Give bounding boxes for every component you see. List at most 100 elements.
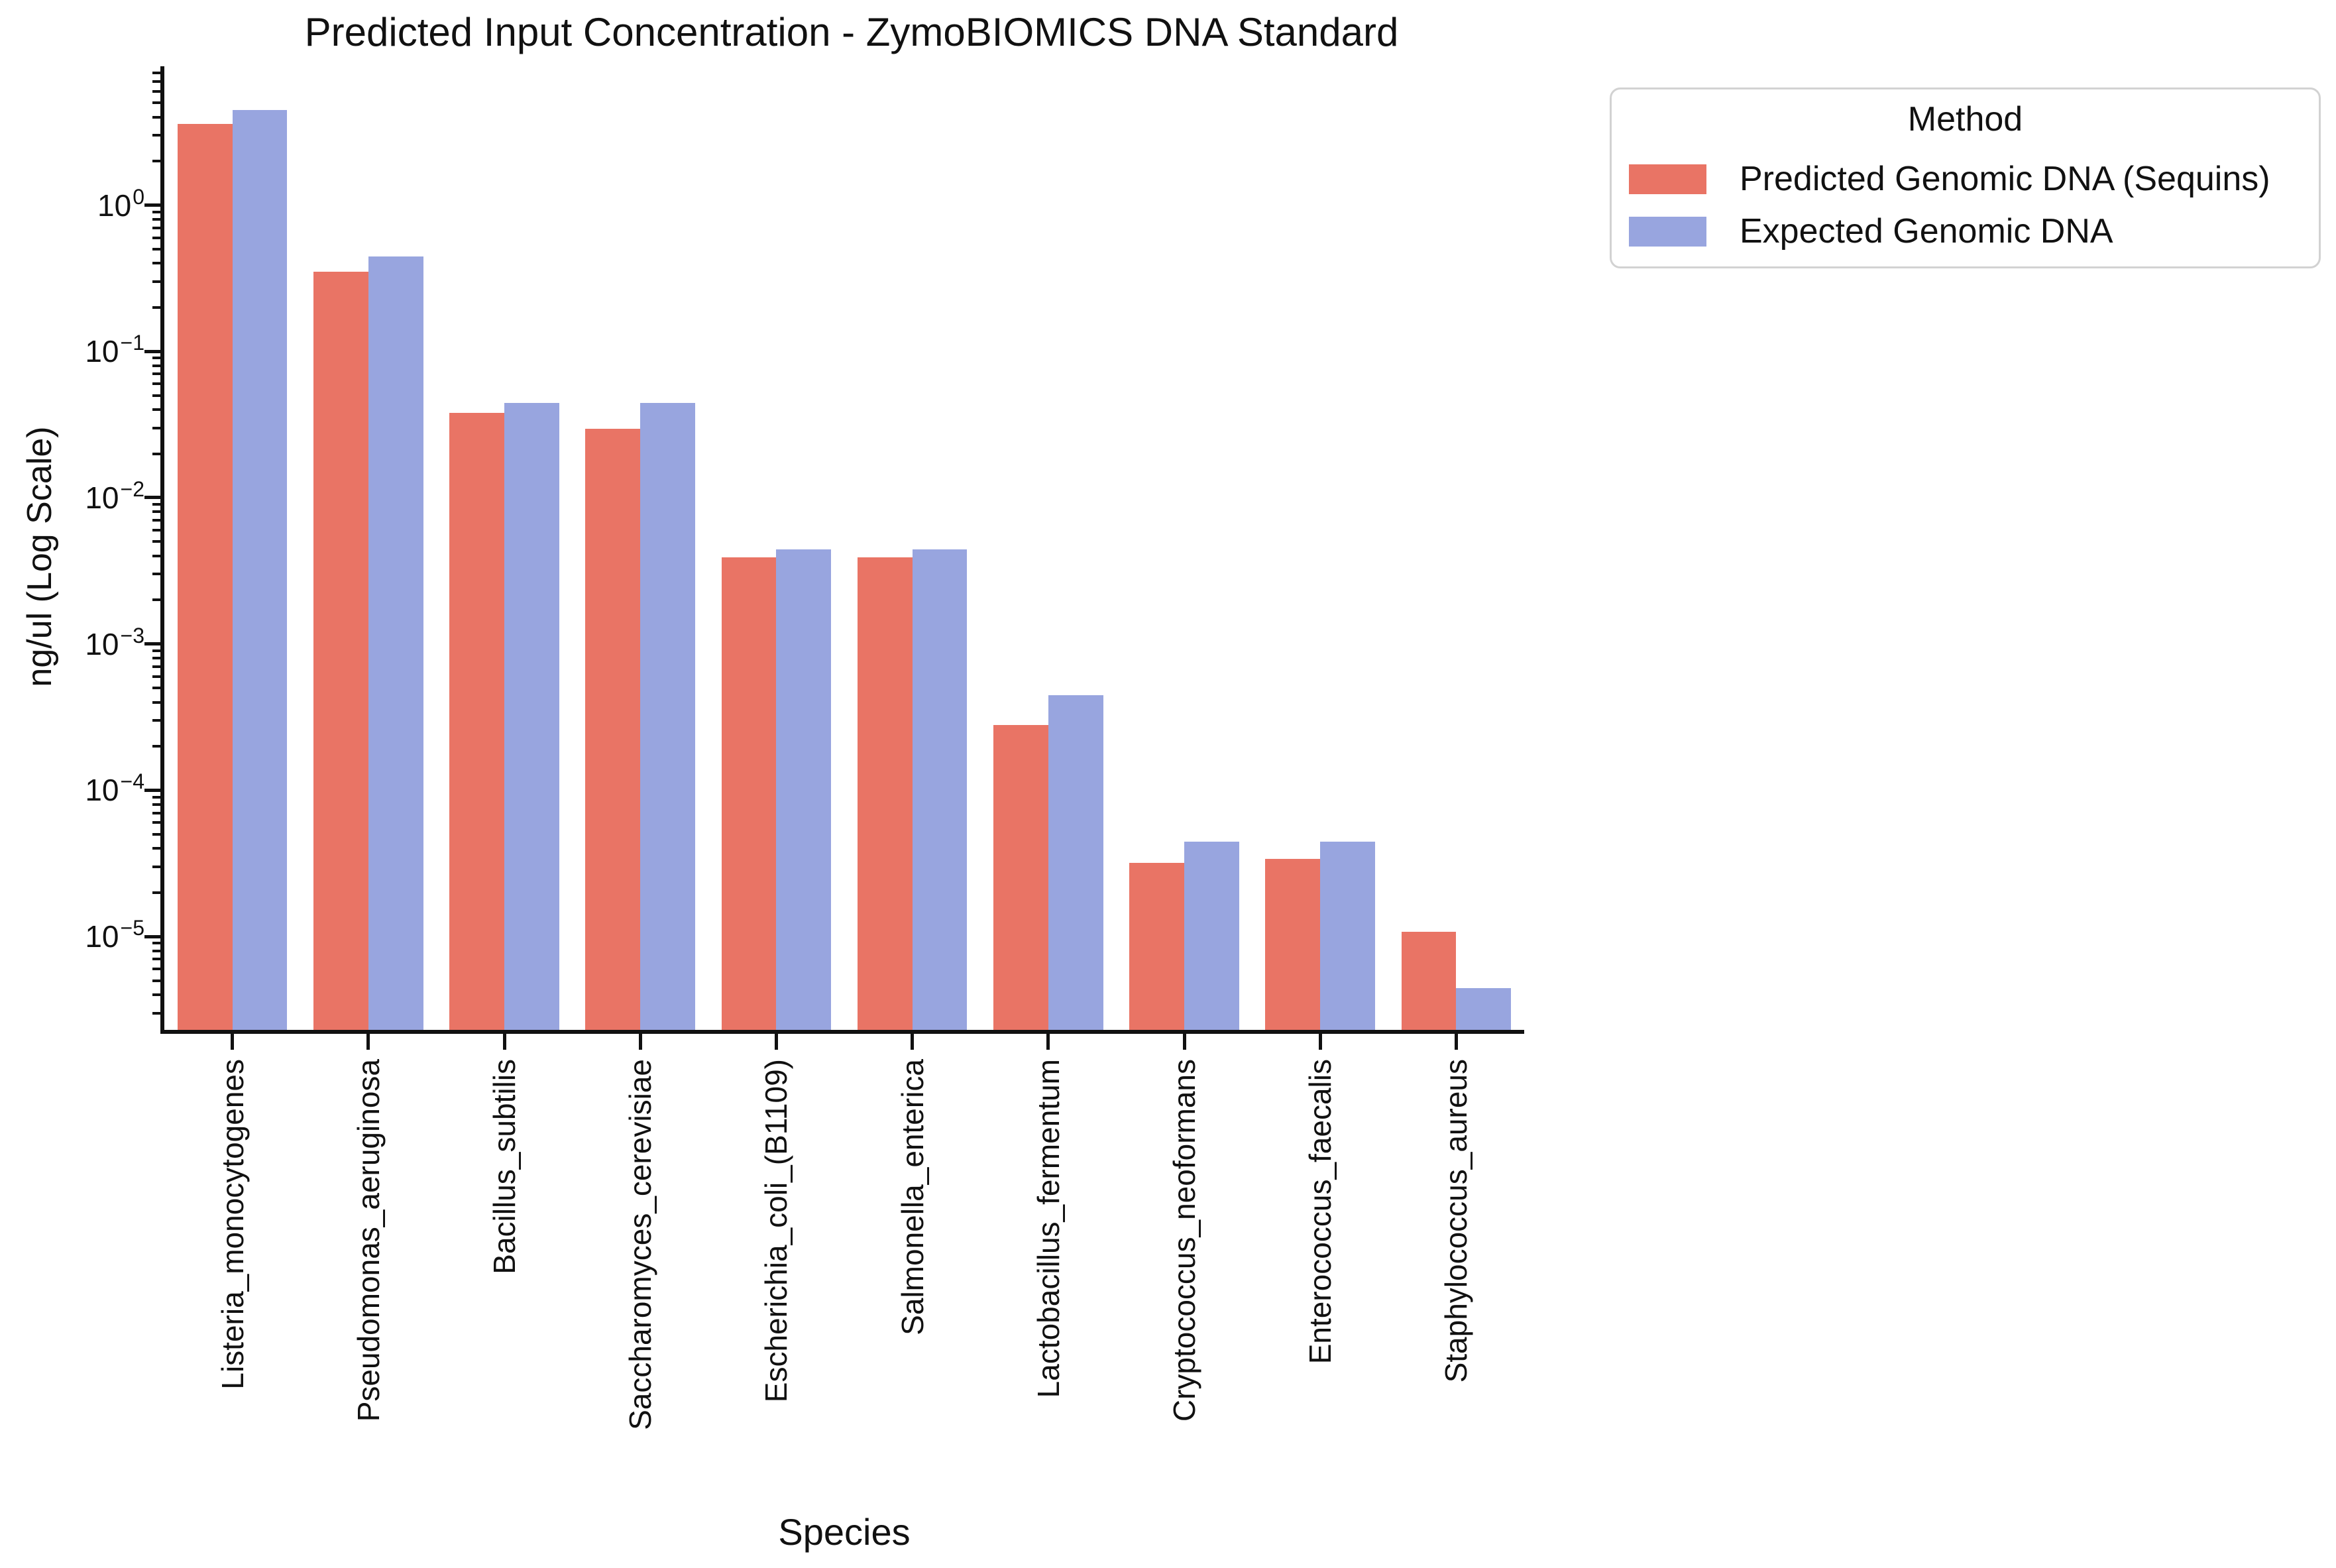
y-minor-tick [152, 372, 160, 376]
y-minor-tick [152, 528, 160, 532]
y-minor-tick [152, 795, 160, 799]
bar-expected-Cryptococcus_neoformans [1184, 842, 1239, 1030]
y-major-tick [144, 934, 160, 938]
y-minor-tick [152, 217, 160, 221]
x-tick [1318, 1034, 1322, 1050]
legend-entry-expected: Expected Genomic DNA [1629, 212, 2113, 251]
bar-expected-Bacillus_subtilis [504, 402, 559, 1030]
x-tick-label-Saccharomyces_cerevisiae: Saccharomyces_cerevisiae [623, 1059, 658, 1430]
y-minor-tick [152, 226, 160, 229]
y-minor-tick [152, 519, 160, 522]
y-tick-label: 10−5 [85, 916, 144, 954]
y-minor-tick [152, 280, 160, 283]
legend-entry-predicted: Predicted Genomic DNA (Sequins) [1629, 160, 2270, 197]
y-tick-label: 10−2 [85, 476, 144, 515]
y-minor-tick [152, 101, 160, 105]
y-minor-tick [152, 665, 160, 668]
y-minor-tick [152, 394, 160, 397]
y-major-tick [144, 349, 160, 353]
x-tick-label-Escherichia_coli_(B1109): Escherichia_coli_(B1109) [759, 1059, 794, 1403]
y-minor-tick [152, 357, 160, 360]
y-minor-tick [152, 803, 160, 806]
bar-predicted-Salmonella_enterica [857, 557, 913, 1030]
legend-title: Method [1907, 100, 2023, 139]
y-major-tick [144, 642, 160, 646]
x-tick-label-Staphylococcus_aureus: Staphylococcus_aureus [1439, 1059, 1474, 1383]
y-minor-tick [152, 719, 160, 722]
bar-predicted-Escherichia_coli_(B1109) [721, 557, 777, 1030]
y-tick-label: 10−3 [85, 623, 144, 661]
y-minor-tick [152, 452, 160, 455]
y-minor-tick [152, 80, 160, 84]
y-minor-tick [152, 811, 160, 814]
y-tick-label: 100 [97, 184, 144, 223]
bar-predicted-Staphylococcus_aureus [1401, 931, 1457, 1030]
y-minor-tick [152, 657, 160, 660]
y-minor-tick [152, 364, 160, 367]
y-minor-tick [152, 649, 160, 652]
legend-swatch-expected [1629, 216, 1706, 247]
bar-expected-Pseudomonas_aeruginosa [368, 256, 423, 1030]
bar-expected-Escherichia_coli_(B1109) [776, 549, 832, 1030]
y-minor-tick [152, 306, 160, 309]
x-tick-label-Pseudomonas_aeruginosa: Pseudomonas_aeruginosa [351, 1059, 386, 1422]
y-minor-tick [152, 1011, 160, 1015]
y-minor-tick [152, 503, 160, 506]
x-tick-label-Salmonella_enterica: Salmonella_enterica [895, 1059, 930, 1335]
y-minor-tick [152, 675, 160, 678]
bar-predicted-Cryptococcus_neoformans [1129, 862, 1184, 1030]
y-minor-tick [152, 510, 160, 514]
y-minor-tick [152, 891, 160, 894]
x-tick [231, 1034, 235, 1050]
bar-predicted-Bacillus_subtilis [449, 413, 504, 1030]
y-minor-tick [152, 700, 160, 704]
x-tick [1182, 1034, 1186, 1050]
x-axis-label: Species [778, 1511, 911, 1553]
bar-expected-Saccharomyces_cerevisiae [640, 402, 695, 1030]
x-tick-label-Bacillus_subtilis: Bacillus_subtilis [487, 1059, 522, 1274]
y-minor-tick [152, 210, 160, 213]
y-tick-label: 10−1 [85, 331, 144, 369]
bar-predicted-Pseudomonas_aeruginosa [313, 272, 368, 1030]
y-minor-tick [152, 847, 160, 850]
y-minor-tick [152, 262, 160, 265]
y-minor-tick [152, 979, 160, 982]
y-major-tick [144, 788, 160, 792]
bar-expected-Lactobacillus_fermentum [1048, 695, 1103, 1030]
y-minor-tick [152, 573, 160, 576]
y-major-tick [144, 203, 160, 207]
x-tick-label-Cryptococcus_neoformans: Cryptococcus_neoformans [1167, 1059, 1201, 1422]
y-minor-tick [152, 958, 160, 961]
y-minor-tick [152, 540, 160, 543]
y-minor-tick [152, 160, 160, 163]
y-minor-tick [152, 554, 160, 557]
y-minor-tick [152, 134, 160, 137]
x-tick [911, 1034, 915, 1050]
y-minor-tick [152, 949, 160, 952]
y-minor-tick [152, 408, 160, 412]
x-tick-label-Listeria_monocytogenes: Listeria_monocytogenes [215, 1059, 250, 1390]
x-tick-label-Lactobacillus_fermentum: Lactobacillus_fermentum [1030, 1059, 1066, 1398]
bar-expected-Enterococcus_faecalis [1320, 842, 1375, 1030]
y-minor-tick [152, 426, 160, 429]
y-minor-tick [152, 89, 160, 93]
y-minor-tick [152, 382, 160, 386]
y-minor-tick [152, 247, 160, 251]
y-minor-tick [152, 993, 160, 996]
x-tick-label-Enterococcus_faecalis: Enterococcus_faecalis [1303, 1059, 1338, 1365]
x-tick [366, 1034, 370, 1050]
y-major-tick [144, 496, 160, 500]
bar-expected-Listeria_monocytogenes [232, 110, 288, 1030]
x-tick [638, 1034, 642, 1050]
y-minor-tick [152, 744, 160, 748]
y-minor-tick [152, 598, 160, 602]
bar-predicted-Saccharomyces_cerevisiae [585, 429, 641, 1030]
bar-predicted-Listeria_monocytogenes [177, 123, 233, 1030]
legend-label-expected: Expected Genomic DNA [1740, 212, 2113, 251]
bar-expected-Salmonella_enterica [912, 549, 968, 1030]
legend-label-predicted: Predicted Genomic DNA (Sequins) [1740, 160, 2270, 198]
x-tick [774, 1034, 778, 1050]
y-minor-tick [152, 72, 160, 75]
bar-predicted-Enterococcus_faecalis [1265, 858, 1321, 1030]
